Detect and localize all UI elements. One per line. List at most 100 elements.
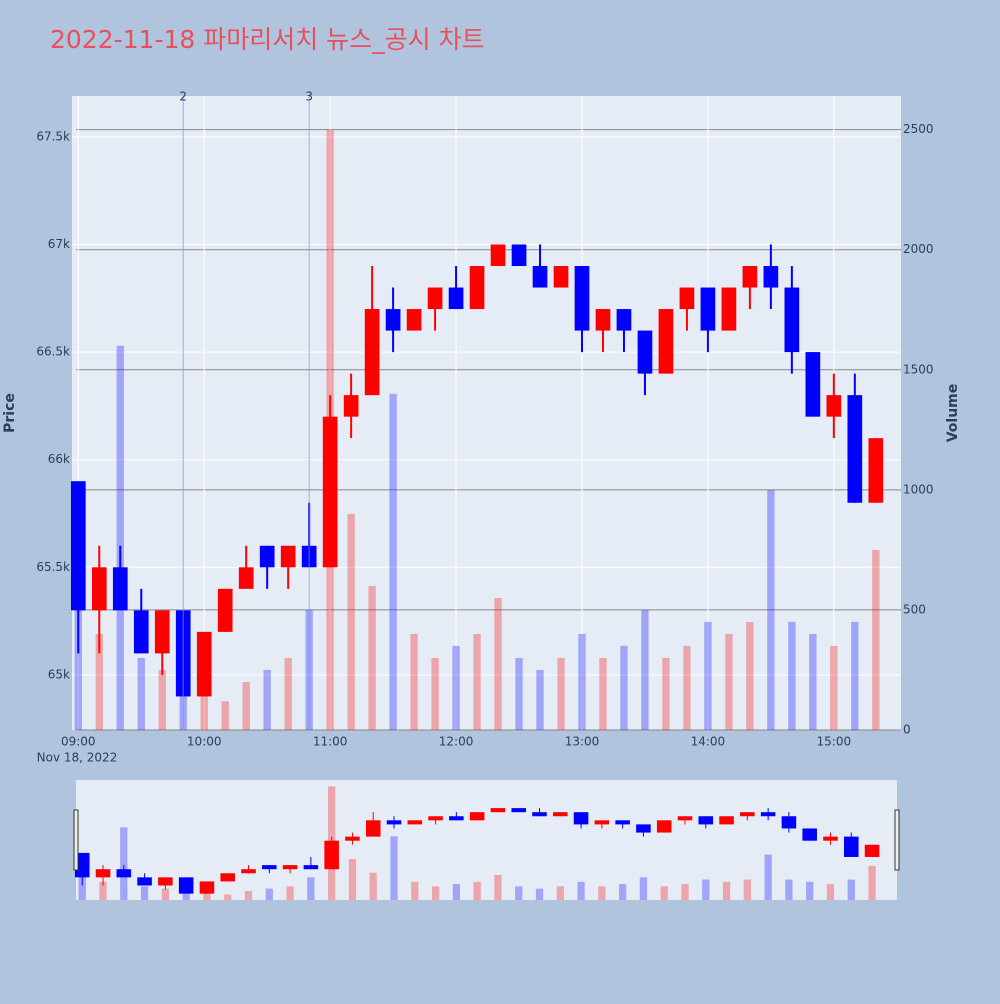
mini-volume-bar bbox=[99, 881, 107, 900]
y-tick-label: 66k bbox=[48, 452, 70, 466]
mini-volume-bar bbox=[307, 877, 315, 900]
range-handle[interactable] bbox=[73, 809, 79, 871]
volume-bar bbox=[536, 669, 544, 730]
y-tick-label: 67.5k bbox=[36, 129, 70, 143]
y2-tick-label: 1500 bbox=[903, 362, 934, 376]
mini-candle-body bbox=[241, 869, 256, 874]
y-tick-label: 67k bbox=[48, 237, 70, 251]
mini-volume-bar bbox=[182, 890, 190, 900]
candle-body bbox=[658, 309, 674, 374]
x-tick-label: 14:00 bbox=[691, 735, 726, 749]
mini-candle-body bbox=[719, 816, 734, 825]
y-tick-label: 65k bbox=[48, 667, 70, 681]
mini-volume-bar bbox=[411, 881, 419, 900]
candle-body bbox=[511, 244, 527, 267]
range-handle[interactable] bbox=[894, 809, 900, 871]
volume-bar bbox=[221, 701, 229, 730]
mini-candle-body bbox=[636, 824, 651, 833]
volume-bar bbox=[557, 657, 565, 730]
mini-candle-body bbox=[407, 820, 423, 825]
mini-candle-body bbox=[553, 812, 568, 817]
candle-body bbox=[637, 330, 653, 374]
y2-tick-label: 0 bbox=[903, 723, 911, 737]
mini-volume-bar bbox=[286, 886, 294, 900]
volume-bar bbox=[284, 657, 292, 730]
mini-volume-bar bbox=[722, 881, 731, 900]
mini-volume-bar bbox=[265, 888, 273, 900]
mini-volume-bar bbox=[847, 879, 855, 900]
candle-body bbox=[574, 266, 590, 331]
y2-tick-label: 500 bbox=[903, 602, 926, 616]
volume-bar bbox=[683, 645, 691, 730]
volume-bar bbox=[116, 345, 124, 730]
volume-bar bbox=[851, 621, 859, 730]
volume-bar bbox=[578, 633, 586, 730]
mini-candle-body bbox=[137, 877, 152, 886]
volume-bar bbox=[158, 669, 166, 730]
mini-candle-body bbox=[199, 881, 215, 894]
candle-body bbox=[721, 287, 737, 331]
mini-volume-bar bbox=[494, 875, 502, 900]
volume-bar bbox=[137, 657, 145, 730]
y2-tick-label: 2000 bbox=[903, 242, 934, 256]
mini-candle-body bbox=[158, 877, 173, 886]
candle-body bbox=[343, 395, 359, 417]
mini-candle-body bbox=[573, 812, 589, 825]
plot-area bbox=[72, 96, 901, 730]
volume-bar bbox=[788, 621, 796, 730]
volume-bar bbox=[746, 621, 754, 730]
mini-volume-bar bbox=[140, 886, 149, 900]
volume-bar bbox=[95, 633, 103, 730]
mini-candle-body bbox=[594, 820, 610, 825]
mini-volume-bar bbox=[390, 836, 398, 900]
candle-body bbox=[196, 631, 212, 697]
candle-body bbox=[805, 352, 821, 417]
volume-bar bbox=[725, 633, 733, 730]
x-tick-label: 10:00 bbox=[187, 735, 222, 749]
volume-bar bbox=[368, 585, 376, 730]
x-date-label: Nov 18, 2022 bbox=[37, 751, 118, 765]
mini-candle-body bbox=[303, 865, 319, 870]
mini-volume-bar bbox=[868, 865, 876, 900]
candle-body bbox=[448, 287, 464, 310]
mini-volume-bar bbox=[452, 884, 460, 900]
volume-bar bbox=[347, 513, 355, 730]
x-tick-label: 12:00 bbox=[439, 735, 474, 749]
candle-body bbox=[70, 481, 86, 611]
annotation-label: 3 bbox=[305, 90, 313, 104]
y2-tick-label: 1000 bbox=[903, 482, 934, 496]
annotation-label: 2 bbox=[179, 90, 187, 104]
volume-bar bbox=[641, 609, 649, 730]
volume-bar bbox=[242, 681, 250, 730]
chart-title: 2022-11-18 파마리서치 뉴스_공시 차트 bbox=[50, 25, 485, 54]
candle-body bbox=[427, 287, 443, 310]
volume-bar bbox=[809, 633, 817, 730]
mini-volume-bar bbox=[556, 886, 564, 900]
volume-bar bbox=[767, 489, 775, 730]
mini-candle-body bbox=[386, 820, 402, 825]
mini-volume-bar bbox=[619, 884, 627, 900]
candle-body bbox=[532, 266, 548, 288]
volume-bar bbox=[74, 585, 82, 730]
mini-volume-bar bbox=[431, 886, 440, 900]
candle-body bbox=[700, 287, 716, 331]
y-axis-title: Price bbox=[2, 393, 18, 433]
candle-body bbox=[763, 266, 779, 288]
x-tick-label: 15:00 bbox=[817, 735, 852, 749]
mini-volume-bar bbox=[660, 886, 668, 900]
candle-body bbox=[490, 244, 506, 267]
range-slider[interactable] bbox=[76, 780, 897, 900]
candle-body bbox=[112, 567, 128, 611]
candle-body bbox=[238, 567, 254, 589]
y-tick-label: 65.5k bbox=[36, 560, 70, 574]
candle-body bbox=[742, 266, 758, 288]
candle-body bbox=[385, 309, 401, 331]
mini-volume-bar bbox=[598, 886, 606, 900]
mini-volume-bar bbox=[806, 881, 814, 900]
volume-bar bbox=[620, 645, 628, 730]
mini-candle-body bbox=[178, 877, 194, 894]
mini-candle-body bbox=[345, 836, 360, 841]
candle-body bbox=[133, 610, 149, 654]
